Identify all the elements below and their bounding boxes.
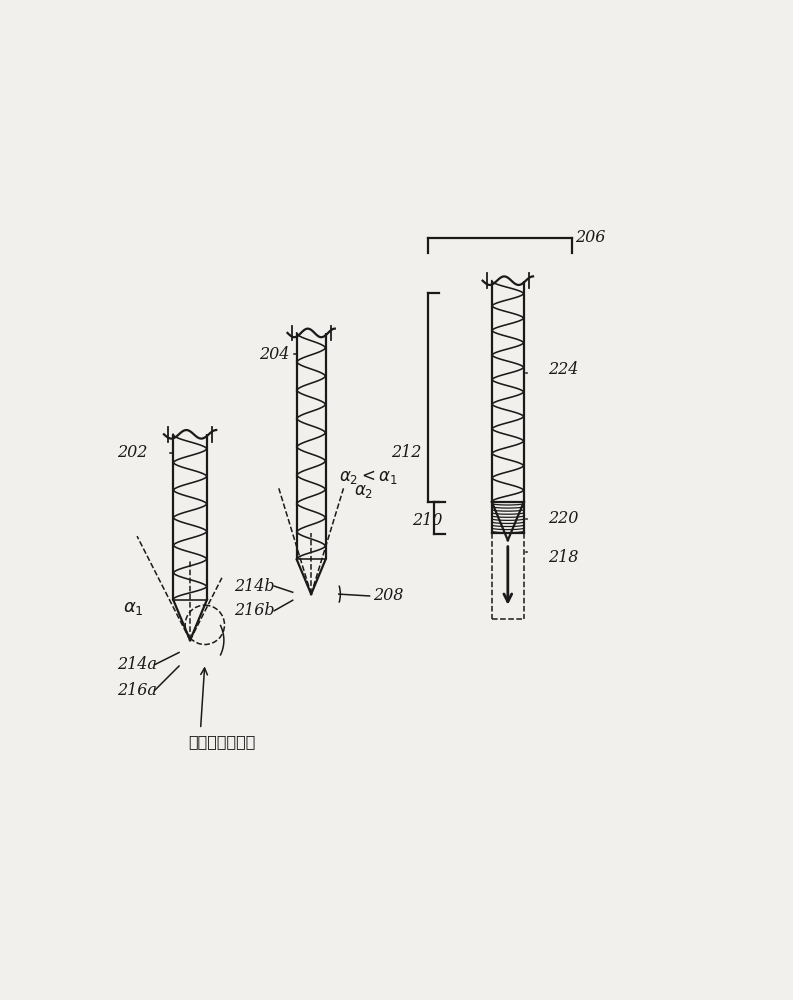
Text: $\alpha_2 < \alpha_1$: $\alpha_2 < \alpha_1$: [339, 468, 397, 486]
Text: 220: 220: [548, 510, 578, 527]
Text: 214a: 214a: [117, 656, 158, 673]
Text: 216b: 216b: [235, 602, 275, 619]
Text: 202: 202: [117, 444, 148, 461]
Text: 218: 218: [548, 549, 578, 566]
Text: 206: 206: [576, 229, 606, 246]
Text: 204: 204: [259, 346, 289, 363]
Text: 208: 208: [373, 587, 403, 604]
Text: 224: 224: [548, 361, 578, 378]
Text: 216a: 216a: [117, 682, 158, 699]
Text: 可能的鉆鉆打滑: 可能的鉆鉆打滑: [189, 734, 255, 749]
Text: 214b: 214b: [235, 578, 275, 595]
Text: 210: 210: [412, 512, 443, 529]
Text: $\alpha_2$: $\alpha_2$: [354, 482, 374, 500]
Text: $\alpha_1$: $\alpha_1$: [123, 599, 144, 617]
Text: 212: 212: [391, 444, 421, 461]
